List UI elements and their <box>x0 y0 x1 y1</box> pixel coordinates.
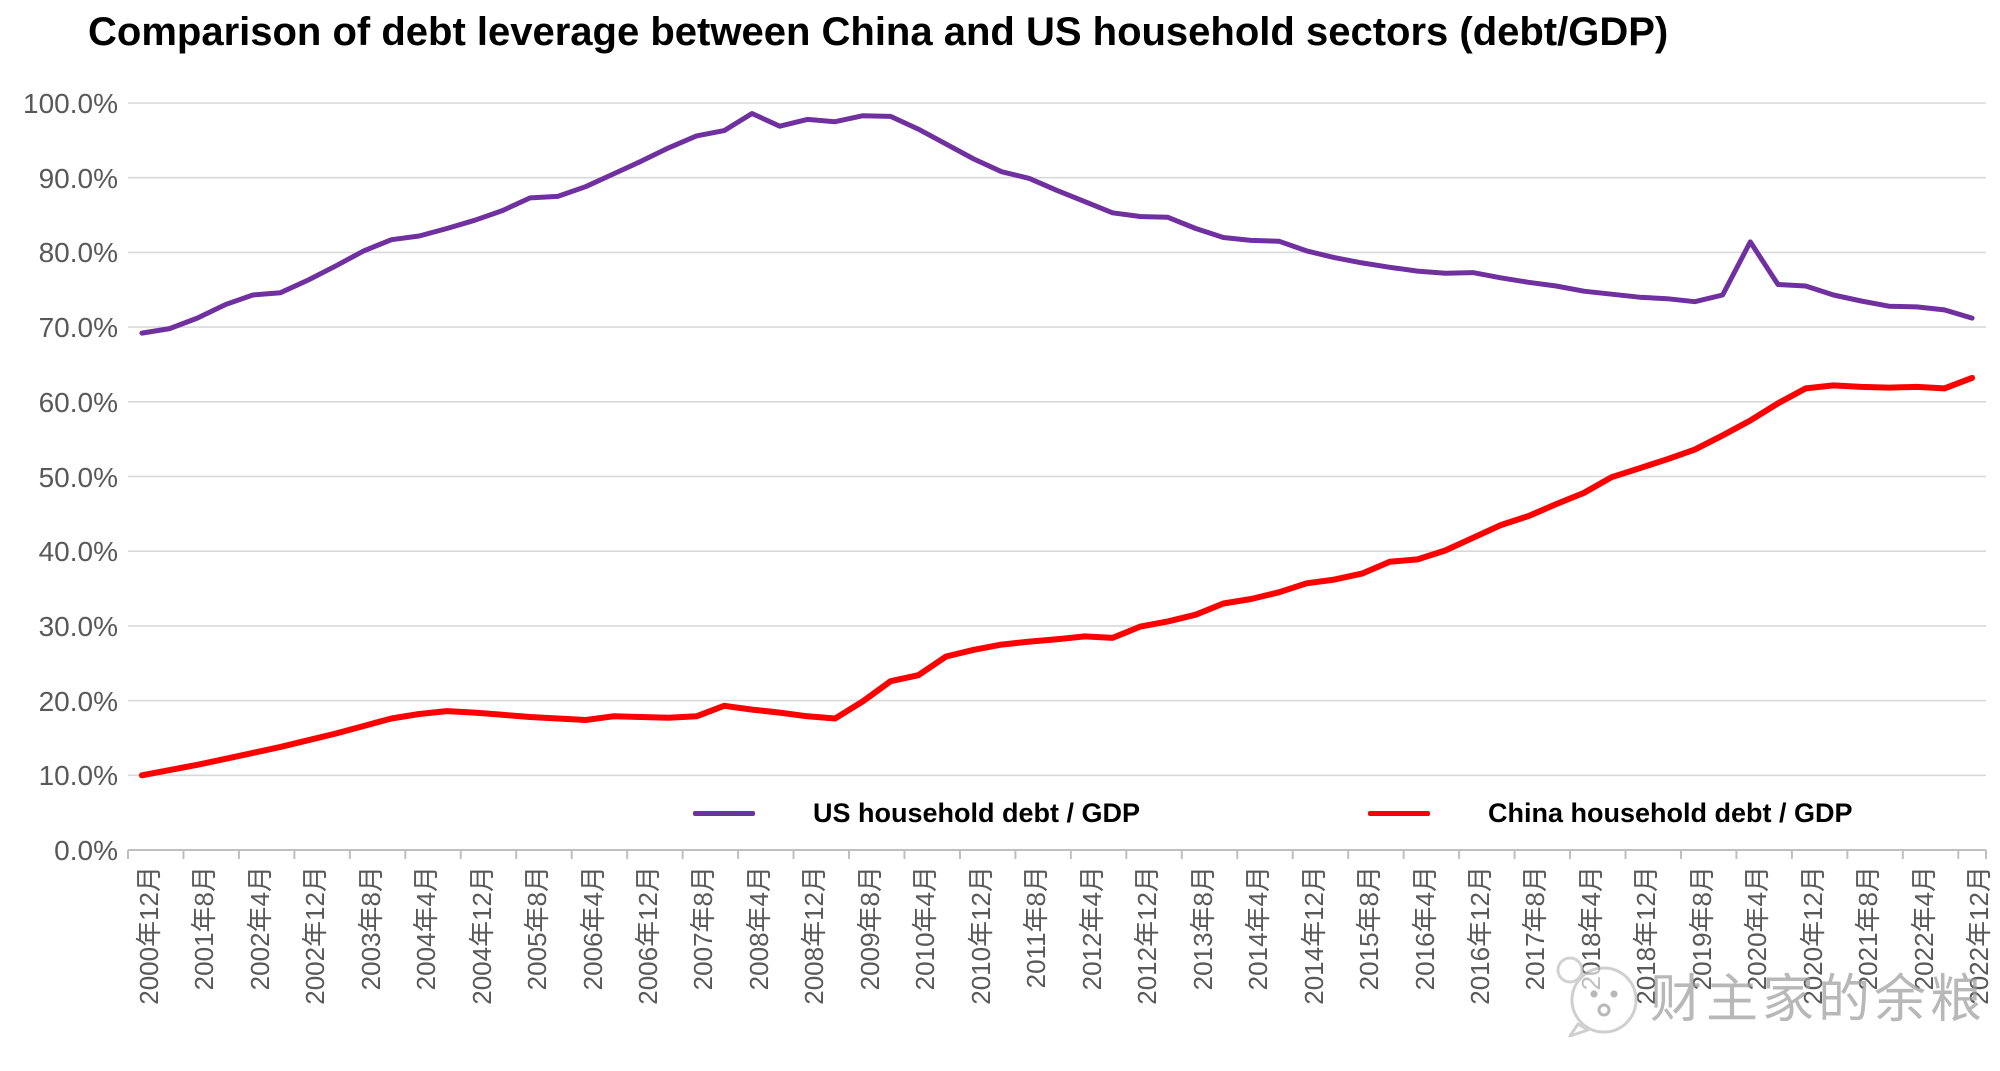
y-axis-tick-label: 100.0% <box>23 88 118 119</box>
y-axis-tick-label: 20.0% <box>38 685 118 717</box>
legend-item-us: US household debt / GDP <box>693 797 1140 829</box>
y-axis-tick-label: 50.0% <box>38 461 118 493</box>
legend-label-china: China household debt / GDP <box>1488 797 1853 828</box>
x-axis-tick-label: 2014年4月 <box>1243 866 1274 991</box>
y-axis-tick-label: 0.0% <box>54 835 118 866</box>
x-axis-tick-label: 2002年12月 <box>300 866 331 1005</box>
y-axis-tick-label: 10.0% <box>38 760 118 792</box>
x-axis-tick-label: 2010年4月 <box>910 866 941 991</box>
y-axis-tick-label: 60.0% <box>38 386 118 418</box>
x-axis-tick-label: 2001年8月 <box>189 866 220 991</box>
x-axis-tick-label: 2016年12月 <box>1464 866 1495 1005</box>
x-axis-tick-label: 2009年8月 <box>854 866 885 991</box>
x-axis-tick-label: 2004年4月 <box>411 866 442 991</box>
baby-face-icon <box>1556 956 1638 1038</box>
series-line-1 <box>138 374 1976 779</box>
x-axis-tick-label: 2015年8月 <box>1354 866 1385 991</box>
legend-item-china: China household debt / GDP <box>1368 797 1853 829</box>
x-axis-tick-label: 2008年4月 <box>743 866 774 991</box>
y-axis-tick-label: 80.0% <box>38 237 118 269</box>
series-line-0 <box>139 111 1975 336</box>
x-axis-tick-label: 2003年8月 <box>355 866 386 991</box>
us-line-swatch <box>693 810 755 816</box>
x-axis-tick-label: 2005年8月 <box>522 866 553 991</box>
x-axis-tick-label: 2014年12月 <box>1298 866 1329 1005</box>
x-axis-tick-label: 2008年12月 <box>799 866 830 1005</box>
y-axis-tick-label: 40.0% <box>38 536 118 568</box>
y-axis-tick-label: 70.0% <box>38 312 118 344</box>
x-axis-tick-label: 2006年4月 <box>577 866 608 991</box>
x-axis-tick-label: 2017年8月 <box>1520 866 1551 991</box>
watermark: 财主家的余粮 <box>1548 948 1986 1040</box>
x-axis-tick-label: 2000年12月 <box>133 866 164 1005</box>
x-axis-tick-label: 2013年8月 <box>1187 866 1218 991</box>
x-axis-tick-label: 2007年8月 <box>688 866 719 991</box>
y-axis-tick-label: 30.0% <box>38 610 118 642</box>
x-axis-tick-label: 2004年12月 <box>466 866 497 1005</box>
x-axis-tick-label: 2016年4月 <box>1409 866 1440 991</box>
china-line-swatch <box>1368 810 1430 816</box>
legend-label-us: US household debt / GDP <box>813 797 1141 828</box>
x-axis-tick-label: 2012年4月 <box>1076 866 1107 991</box>
y-axis-tick-label: 90.0% <box>38 162 118 194</box>
watermark-text: 财主家的余粮 <box>1650 970 1987 1029</box>
x-axis-tick-label: 2002年4月 <box>244 866 275 991</box>
x-axis-tick-label: 2006年12月 <box>633 866 664 1005</box>
chart-title: Comparison of debt leverage between Chin… <box>88 10 1669 54</box>
x-axis-tick-label: 2011年8月 <box>1021 866 1052 989</box>
x-axis-tick-label: 2012年12月 <box>1132 866 1163 1005</box>
x-axis-tick-label: 2010年12月 <box>965 866 996 1005</box>
